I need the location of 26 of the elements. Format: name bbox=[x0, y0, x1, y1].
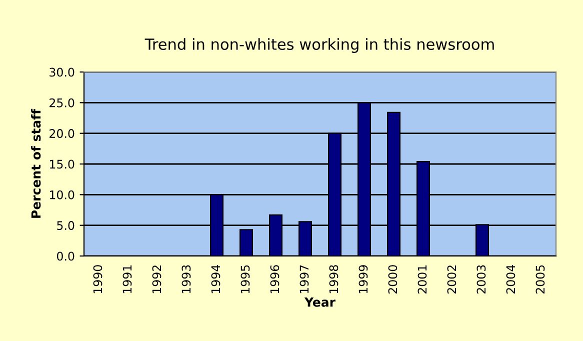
y-tick-label: 10.0 bbox=[50, 190, 74, 200]
y-axis-title: Percent of staff bbox=[31, 108, 41, 218]
x-tick-label: 1997 bbox=[300, 265, 309, 294]
x-tick-label: 2002 bbox=[447, 266, 456, 294]
x-tick-label: 1999 bbox=[358, 265, 368, 294]
x-tick-label: 1990 bbox=[93, 265, 102, 294]
y-tick-label: 30.0 bbox=[50, 68, 74, 77]
x-tick-label: 1994 bbox=[211, 264, 220, 294]
x-tick-label: 1992 bbox=[152, 266, 162, 294]
x-tick-label: 1996 bbox=[270, 265, 280, 294]
y-tick-label: 25.0 bbox=[50, 98, 74, 108]
y-tick-label: 5.0 bbox=[57, 221, 74, 230]
chart-title: Trend in non-whites working in this newsroom bbox=[144, 38, 494, 53]
y-tick-label: 15.0 bbox=[50, 160, 74, 169]
x-tick-label: 2004 bbox=[506, 264, 516, 294]
x-tick-label: 1998 bbox=[329, 265, 338, 294]
y-tick-label: 0.0 bbox=[56, 252, 74, 261]
x-tick-label: 2001 bbox=[418, 265, 427, 294]
x-tick-label: 2003 bbox=[476, 265, 486, 294]
x-axis-title: Year bbox=[304, 298, 336, 307]
x-tick-label: 1993 bbox=[182, 265, 191, 294]
x-tick-label: 1995 bbox=[240, 265, 250, 294]
x-tick-label: 2005 bbox=[536, 265, 545, 294]
y-tick-label: 20.0 bbox=[50, 129, 74, 138]
x-tick-label: 1991 bbox=[122, 265, 132, 294]
x-tick-label: 2000 bbox=[388, 265, 398, 294]
